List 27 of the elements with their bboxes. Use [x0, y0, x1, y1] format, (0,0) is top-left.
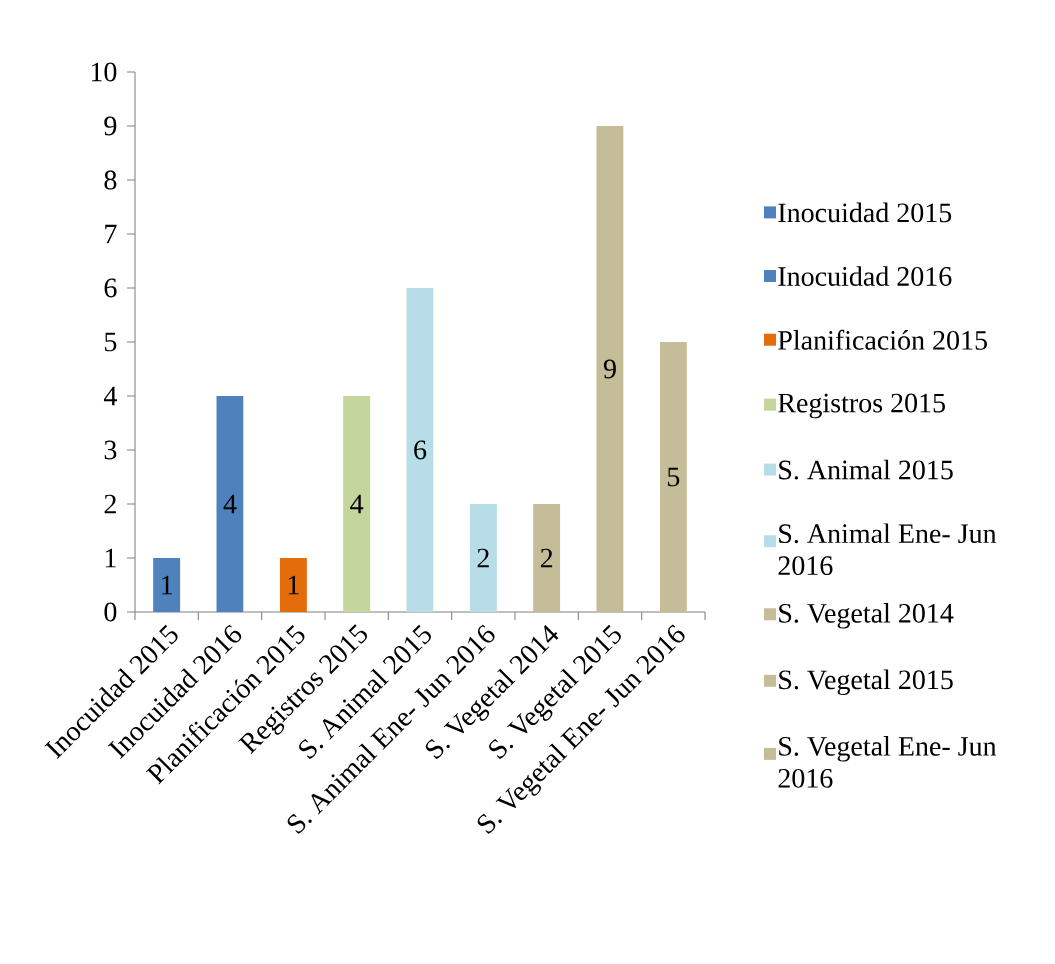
data-label: 2 [477, 548, 489, 568]
legend-label: S. Animal 2015 [779, 459, 953, 480]
legend-label: Planificación 2015 [778, 329, 987, 350]
data-label: 4 [223, 494, 237, 514]
y-tick-label: 2 [104, 494, 116, 514]
y-tick-label: 1 [105, 548, 116, 568]
legend-label: S. Vegetal 2014 [779, 603, 954, 629]
y-tick-label: 4 [103, 386, 117, 406]
y-tick-label: 7 [105, 224, 117, 244]
legend-label: Inocuidad 2016 [778, 266, 952, 286]
y-tick-label: 0 [104, 602, 117, 622]
legend-label: Registros 2015 [778, 393, 945, 419]
y-tick-label: 8 [104, 170, 117, 190]
y-tick-label: 5 [105, 332, 117, 352]
data-label: 2 [540, 548, 553, 568]
legend-label: Inocuidad 2015 [778, 202, 952, 223]
data-label: 1 [288, 575, 299, 595]
y-tick-label: 9 [104, 116, 117, 136]
data-label: 9 [603, 359, 616, 379]
data-label: 1 [162, 575, 172, 595]
data-label: 6 [414, 440, 427, 460]
legend-label: S. Animal Ene- Jun 2016 [778, 523, 997, 576]
data-label: 4 [350, 494, 364, 514]
y-tick-label: 3 [104, 440, 117, 460]
y-tick-label: 10 [91, 62, 117, 82]
data-label: 5 [667, 467, 680, 487]
y-tick-label: 6 [104, 278, 117, 298]
